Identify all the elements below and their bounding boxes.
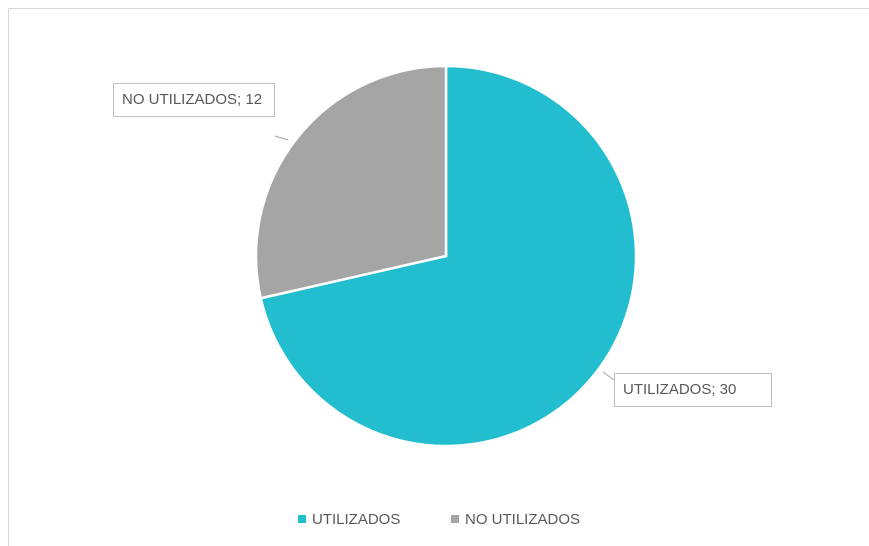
legend-label: NO UTILIZADOS <box>465 511 580 528</box>
pie-slice <box>254 64 448 300</box>
data-label: NO UTILIZADOS; 12 <box>113 83 275 117</box>
chart-frame <box>8 8 869 546</box>
legend-label: UTILIZADOS <box>312 511 400 528</box>
legend-swatch <box>298 515 306 523</box>
legend-swatch <box>451 515 459 523</box>
leader-line <box>274 135 289 141</box>
pie-slice <box>259 64 638 448</box>
legend: UTILIZADOS NO UTILIZADOS <box>298 511 580 528</box>
data-label: UTILIZADOS; 30 <box>614 373 772 407</box>
pie <box>254 64 638 448</box>
leader-line <box>602 371 615 381</box>
